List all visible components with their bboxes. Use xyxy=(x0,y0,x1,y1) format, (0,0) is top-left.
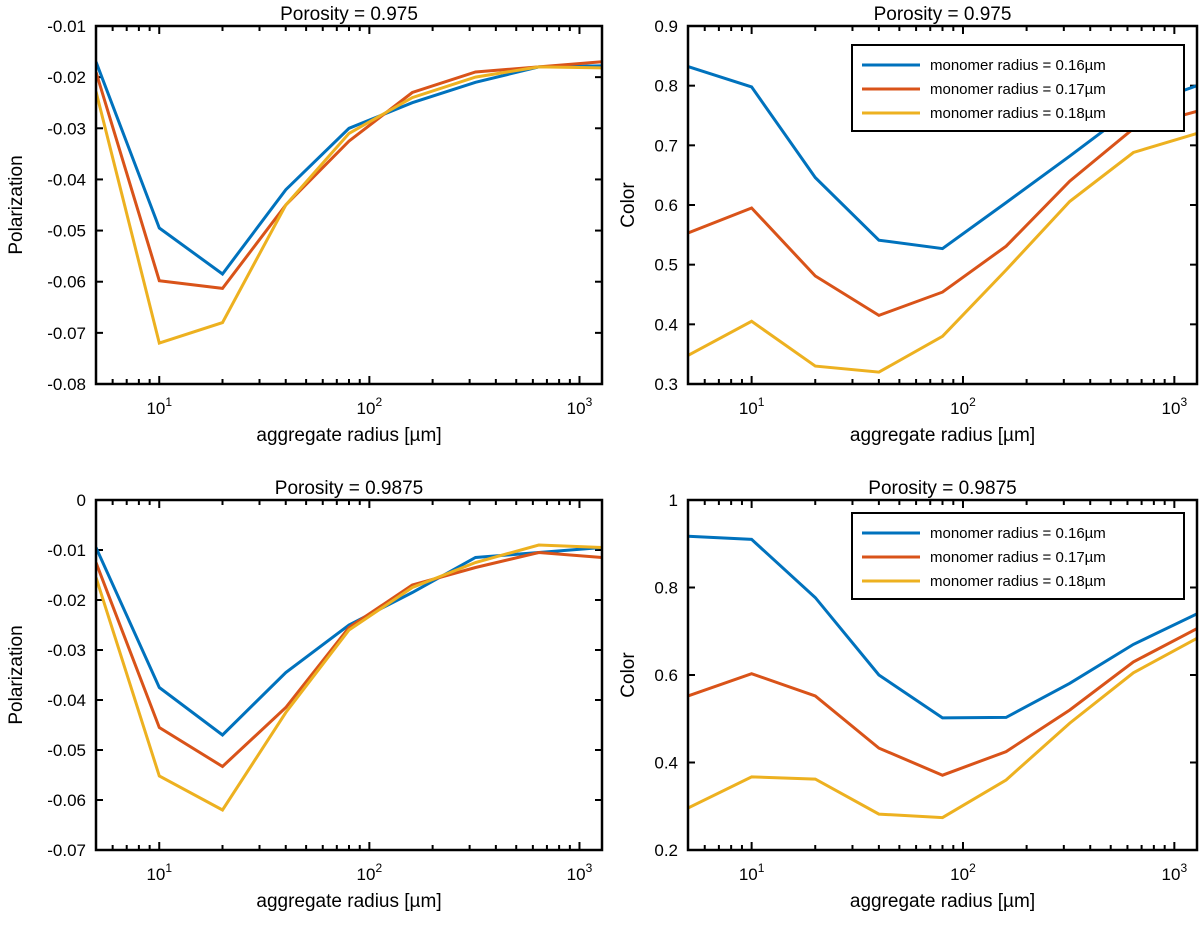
y-tick-label: -0.06 xyxy=(47,273,86,292)
y-axis-label: Polarization xyxy=(6,625,27,724)
axes-frame xyxy=(686,498,1199,852)
chart-title: Porosity = 0.975 xyxy=(874,4,1012,25)
y-tick-label: 0.6 xyxy=(654,196,678,215)
axes-frame xyxy=(94,24,604,386)
y-tick-label: 0.9 xyxy=(654,17,678,36)
y-axis-label: Polarization xyxy=(6,155,27,254)
x-tick-label: 102 xyxy=(950,395,976,418)
y-tick-label: 0 xyxy=(77,491,86,510)
y-tick-label: -0.03 xyxy=(47,641,86,660)
series-line-3 xyxy=(688,131,1197,374)
y-tick-label: 0.3 xyxy=(654,375,678,394)
x-tick-label: 103 xyxy=(1162,395,1188,418)
y-tick-label: 0.5 xyxy=(654,256,678,275)
y-tick-label: -0.08 xyxy=(47,375,86,394)
legend-box xyxy=(851,44,1185,132)
legend-label-1: monomer radius = 0.16µm xyxy=(930,57,1106,74)
axes-frame xyxy=(94,498,604,852)
legend-label-3: monomer radius = 0.18µm xyxy=(930,573,1106,590)
x-tick-label: 101 xyxy=(146,395,172,418)
y-tick-label: -0.07 xyxy=(47,841,86,860)
y-tick-label: 0.8 xyxy=(654,579,678,598)
x-tick-label: 103 xyxy=(567,395,593,418)
x-axis-label: aggregate radius [µm] xyxy=(256,891,441,912)
series-line-1 xyxy=(96,546,602,737)
series-line-2 xyxy=(688,627,1197,777)
x-tick-label: 103 xyxy=(567,861,593,884)
y-tick-label: -0.04 xyxy=(47,170,86,189)
y-tick-label: -0.02 xyxy=(47,68,86,87)
chart-panel-1: Porosity = 0.975 -0.08 -0.07 -0.06 -0.05 -0.0… xyxy=(6,4,604,446)
series-line-2 xyxy=(96,550,602,769)
x-axis-label: aggregate radius [µm] xyxy=(850,425,1035,446)
y-tick-label: -0.05 xyxy=(47,741,86,760)
legend: monomer radius = 0.16µm monomer radius = … xyxy=(851,44,1185,132)
chart-panel-3: Porosity = 0.9875 -0.07 -0.06 -0.05 -0.04 -0.… xyxy=(6,478,604,912)
y-tick-label: 0.8 xyxy=(654,77,678,96)
x-tick-label: 102 xyxy=(357,395,383,418)
series-line-2 xyxy=(96,60,602,290)
y-tick-label: 0.6 xyxy=(654,666,678,685)
x-tick-label: 102 xyxy=(357,861,383,884)
legend-label-2: monomer radius = 0.17µm xyxy=(930,81,1106,98)
chart-title: Porosity = 0.9875 xyxy=(868,478,1016,499)
y-axis-label: Color xyxy=(618,652,639,698)
series-line-2 xyxy=(688,109,1197,318)
y-tick-label: -0.02 xyxy=(47,591,86,610)
y-tick-label: -0.03 xyxy=(47,119,86,138)
x-tick-label: 101 xyxy=(739,861,765,884)
y-tick-label: -0.01 xyxy=(47,17,86,36)
x-tick-label: 102 xyxy=(950,861,976,884)
y-tick-label: 0.4 xyxy=(654,754,678,773)
chart-title: Porosity = 0.975 xyxy=(280,4,418,25)
y-tick-label: 1 xyxy=(669,491,678,510)
x-tick-label: 101 xyxy=(739,395,765,418)
series-line-3 xyxy=(96,65,602,346)
series-line-3 xyxy=(688,636,1197,820)
chart-panel-4: Porosity = 0.9875 0.2 0.4 0.6 0.8 1 101 102 103 a… xyxy=(618,478,1199,912)
y-axis-label: Color xyxy=(618,182,639,228)
x-axis-label: aggregate radius [µm] xyxy=(256,425,441,446)
y-tick-label: -0.06 xyxy=(47,791,86,810)
legend-label-1: monomer radius = 0.16µm xyxy=(930,525,1106,542)
axes-frame xyxy=(686,24,1199,386)
y-tick-label: -0.01 xyxy=(47,541,86,560)
y-tick-label: 0.7 xyxy=(654,136,678,155)
y-tick-label: -0.05 xyxy=(47,222,86,241)
x-tick-label: 101 xyxy=(146,861,172,884)
legend-label-2: monomer radius = 0.17µm xyxy=(930,549,1106,566)
y-tick-label: 0.2 xyxy=(654,841,678,860)
y-tick-label: -0.07 xyxy=(47,324,86,343)
x-tick-label: 103 xyxy=(1162,861,1188,884)
legend-label-3: monomer radius = 0.18µm xyxy=(930,105,1106,122)
y-tick-label: 0.4 xyxy=(654,315,678,334)
legend: monomer radius = 0.16µm monomer radius = … xyxy=(851,512,1185,600)
series-line-1 xyxy=(688,534,1197,720)
y-tick-label: -0.04 xyxy=(47,691,86,710)
series-line-1 xyxy=(96,61,602,277)
x-axis-label: aggregate radius [µm] xyxy=(850,891,1035,912)
chart-title: Porosity = 0.9875 xyxy=(275,478,423,499)
series-line-3 xyxy=(96,543,602,812)
chart-panel-2: Porosity = 0.975 0.3 0.4 0.5 0.6 0.7 0.8 0.9 101… xyxy=(618,4,1199,446)
